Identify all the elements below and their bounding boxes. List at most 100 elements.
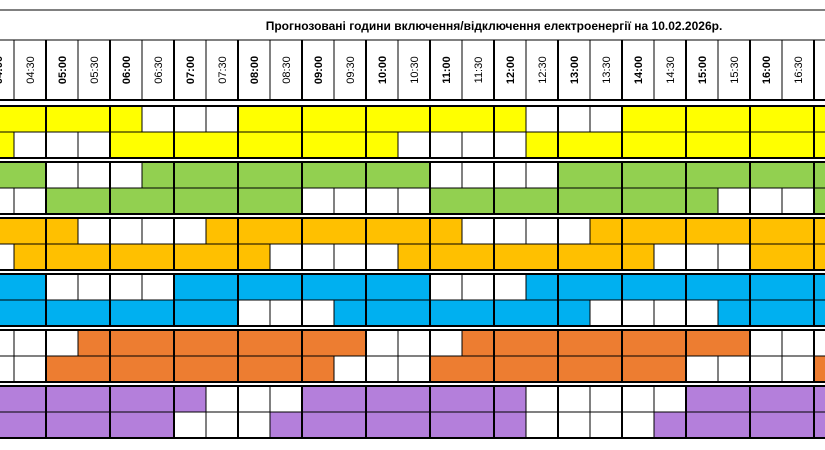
slot-cell: [494, 386, 526, 412]
slot-cell: [14, 218, 46, 244]
slot-cell: [590, 162, 622, 188]
slot-cell: [206, 274, 238, 300]
slot-cell: [654, 188, 686, 214]
slot-cell: [718, 330, 750, 356]
slot-cell: [526, 132, 558, 158]
slot-cell: [750, 244, 782, 270]
slot-cell: [782, 218, 814, 244]
slot-cell: [462, 218, 494, 244]
slot-cell: [206, 106, 238, 132]
slot-cell: [430, 188, 462, 214]
slot-cell: [654, 330, 686, 356]
slot-cell: [46, 188, 78, 214]
slot-cell: [430, 356, 462, 382]
slot-cell: [78, 244, 110, 270]
slot-cell: [686, 386, 718, 412]
slot-cell: [0, 330, 14, 356]
time-label: 13:30: [601, 56, 613, 84]
slot-cell: [174, 132, 206, 158]
slot-cell: [206, 244, 238, 270]
slot-cell: [462, 132, 494, 158]
slot-cell: [302, 132, 334, 158]
slot-cell: [526, 218, 558, 244]
time-label: 06:00: [121, 56, 133, 84]
slot-cell: [814, 356, 825, 382]
slot-cell: [782, 300, 814, 326]
slot-cell: [206, 218, 238, 244]
slot-cell: [750, 330, 782, 356]
slot-cell: [526, 356, 558, 382]
slot-cell: [238, 188, 270, 214]
slot-cell: [814, 188, 825, 214]
slot-cell: [398, 244, 430, 270]
slot-cell: [526, 188, 558, 214]
slot-cell: [590, 412, 622, 438]
time-label: 13:00: [569, 56, 581, 84]
slot-cell: [174, 274, 206, 300]
slot-cell: [366, 412, 398, 438]
slot-cell: [78, 300, 110, 326]
time-label: 10:30: [409, 56, 421, 84]
slot-cell: [238, 218, 270, 244]
time-label: 07:00: [185, 56, 197, 84]
slot-cell: [718, 244, 750, 270]
time-label: 08:30: [281, 56, 293, 84]
slot-cell: [14, 162, 46, 188]
slot-cell: [558, 300, 590, 326]
slot-cell: [142, 356, 174, 382]
slot-cell: [14, 386, 46, 412]
slot-cell: [302, 274, 334, 300]
slot-cell: [398, 386, 430, 412]
slot-cell: [590, 106, 622, 132]
slot-cell: [366, 132, 398, 158]
slot-cell: [718, 106, 750, 132]
slot-cell: [782, 106, 814, 132]
slot-cell: [718, 386, 750, 412]
slot-cell: [782, 244, 814, 270]
slot-cell: [142, 132, 174, 158]
slot-cell: [558, 386, 590, 412]
slot-cell: [622, 274, 654, 300]
time-label: 15:00: [697, 56, 709, 84]
slot-cell: [750, 300, 782, 326]
slot-cell: [686, 162, 718, 188]
slot-cell: [558, 244, 590, 270]
slot-cell: [302, 386, 334, 412]
slot-cell: [174, 162, 206, 188]
slot-cell: [686, 330, 718, 356]
slot-cell: [654, 300, 686, 326]
slot-cell: [430, 106, 462, 132]
time-label: 16:00: [761, 56, 773, 84]
slot-cell: [654, 356, 686, 382]
slot-cell: [750, 356, 782, 382]
slot-cell: [238, 386, 270, 412]
slot-cell: [398, 218, 430, 244]
slot-cell: [494, 300, 526, 326]
slot-cell: [462, 274, 494, 300]
slot-cell: [590, 300, 622, 326]
slot-cell: [110, 274, 142, 300]
slot-cell: [302, 188, 334, 214]
slot-cell: [110, 188, 142, 214]
time-label: 08:00: [249, 56, 261, 84]
slot-cell: [526, 300, 558, 326]
slot-cell: [526, 386, 558, 412]
slot-cell: [462, 244, 494, 270]
slot-cell: [494, 106, 526, 132]
slot-cell: [270, 356, 302, 382]
slot-cell: [14, 300, 46, 326]
slot-cell: [366, 386, 398, 412]
slot-cell: [110, 330, 142, 356]
slot-cell: [78, 132, 110, 158]
slot-cell: [206, 188, 238, 214]
slot-cell: [334, 274, 366, 300]
slot-cell: [302, 412, 334, 438]
slot-cell: [366, 300, 398, 326]
slot-cell: [558, 106, 590, 132]
slot-cell: [814, 330, 825, 356]
slot-cell: [590, 244, 622, 270]
slot-cell: [782, 188, 814, 214]
slot-cell: [334, 356, 366, 382]
slot-cell: [206, 162, 238, 188]
slot-cell: [622, 356, 654, 382]
